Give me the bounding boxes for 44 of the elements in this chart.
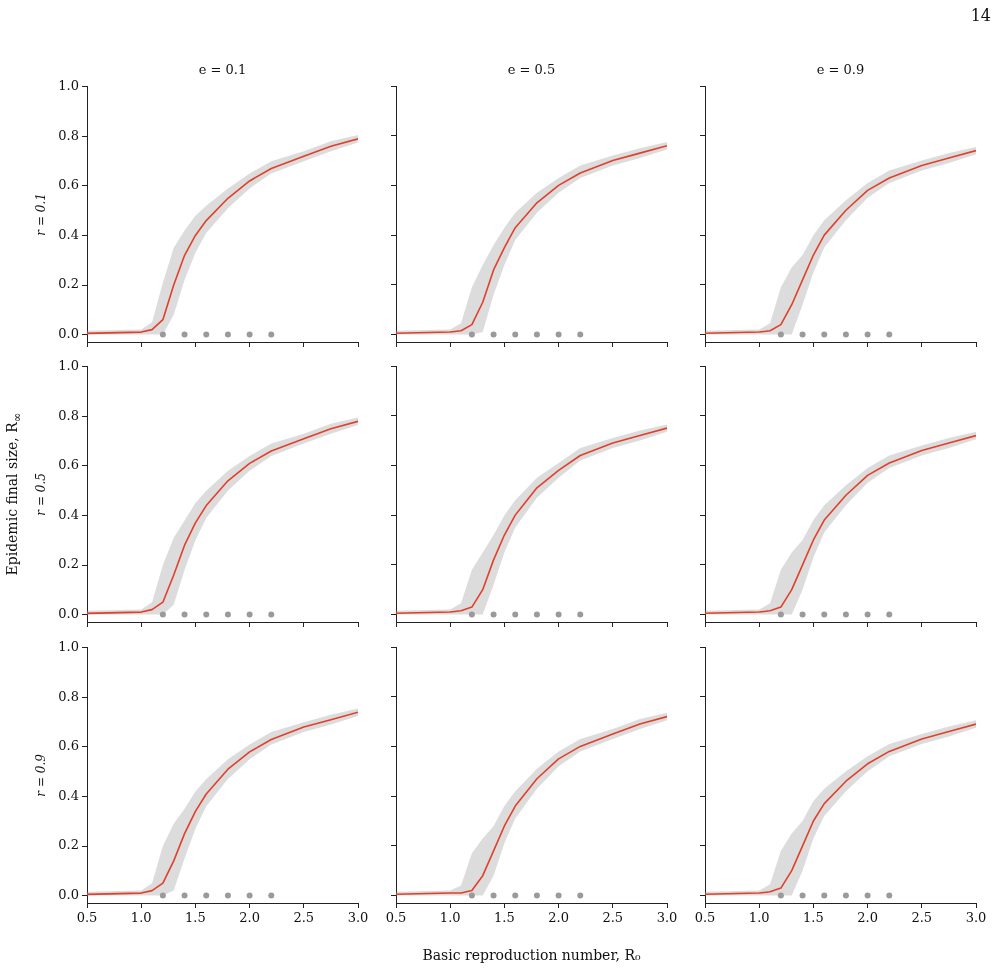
y-axis-title: r = 0.5 xyxy=(34,473,49,516)
y-tick-label: 0.4 xyxy=(58,787,79,803)
y-axis-title: r = 0.9 xyxy=(34,753,49,797)
y-axis-title: r = 0.1 xyxy=(34,193,49,236)
x-tick-label: 3.0 xyxy=(965,910,987,926)
chart-title: e = 0.5 xyxy=(507,62,556,77)
chart-title: e = 0.9 xyxy=(816,62,865,77)
y-tick-label: 1.0 xyxy=(58,78,79,94)
y-tick-label: 0.8 xyxy=(58,407,79,423)
y-tick-label: 0.8 xyxy=(58,688,79,704)
y-tick-label: 0.6 xyxy=(58,738,79,754)
y-tick-label: 0.2 xyxy=(58,837,79,853)
x-tick-label: 1.5 xyxy=(803,910,824,926)
y-tick-label: 0.4 xyxy=(58,506,79,522)
y-tick-label: 0.2 xyxy=(58,556,79,572)
x-tick-label: 3.0 xyxy=(347,910,369,926)
y-tick-label: 0.0 xyxy=(58,325,79,341)
y-tick-label: 1.0 xyxy=(58,358,79,374)
x-tick-label: 1.0 xyxy=(439,910,461,926)
x-tick-label: 2.0 xyxy=(857,910,878,926)
y-tick-label: 0.8 xyxy=(58,127,79,143)
y-tick-label: 0.0 xyxy=(58,886,79,902)
x-tick-label: 2.5 xyxy=(293,910,315,926)
x-tick-label: 0.5 xyxy=(694,910,716,926)
y-tick-label: 0.0 xyxy=(58,605,79,621)
text: Basic reproduction number, R₀ xyxy=(422,947,641,963)
text: 14 xyxy=(970,6,991,25)
chart-title: e = 0.1 xyxy=(198,62,247,77)
y-tick-label: 0.4 xyxy=(58,226,79,242)
x-tick-label: 1.5 xyxy=(185,910,206,926)
x-tick-label: 0.5 xyxy=(76,910,98,926)
y-tick-label: 1.0 xyxy=(58,639,79,655)
x-tick-label: 1.0 xyxy=(130,910,152,926)
y-tick-label: 0.2 xyxy=(58,276,79,292)
x-tick-label: 0.5 xyxy=(385,910,407,926)
y-tick-label: 0.6 xyxy=(58,457,79,473)
x-tick-label: 1.5 xyxy=(494,910,515,926)
y-tick-label: 0.6 xyxy=(58,177,79,193)
x-tick-label: 2.5 xyxy=(911,910,933,926)
x-tick-label: 1.0 xyxy=(748,910,770,926)
x-tick-label: 2.5 xyxy=(602,910,624,926)
x-tick-label: 3.0 xyxy=(656,910,678,926)
x-tick-label: 2.0 xyxy=(239,910,260,926)
x-tick-label: 2.0 xyxy=(548,910,569,926)
